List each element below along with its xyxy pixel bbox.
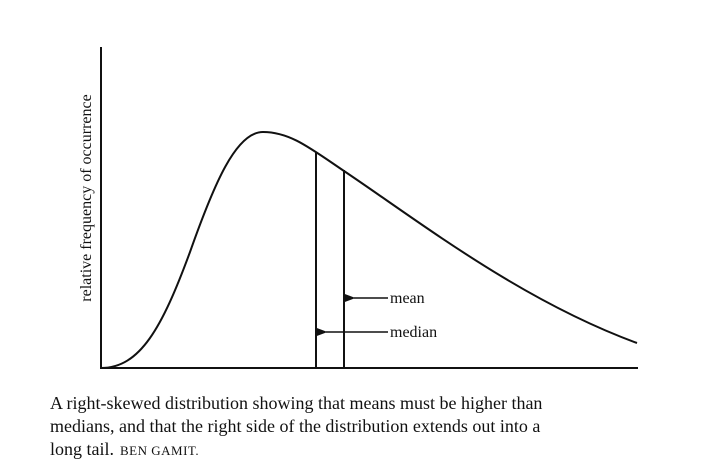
mean-label: mean — [390, 290, 425, 307]
y-axis-label: relative frequency of occurrence — [78, 94, 95, 301]
caption-line: long tail. — [50, 439, 114, 459]
caption-line: medians, and that the right side of the … — [50, 416, 540, 436]
distribution-curve — [100, 130, 638, 369]
caption-line: A right-skewed distribution showing that… — [50, 393, 542, 413]
caption-credit: BEN GAMIT. — [120, 443, 199, 458]
median-label: median — [390, 324, 437, 341]
